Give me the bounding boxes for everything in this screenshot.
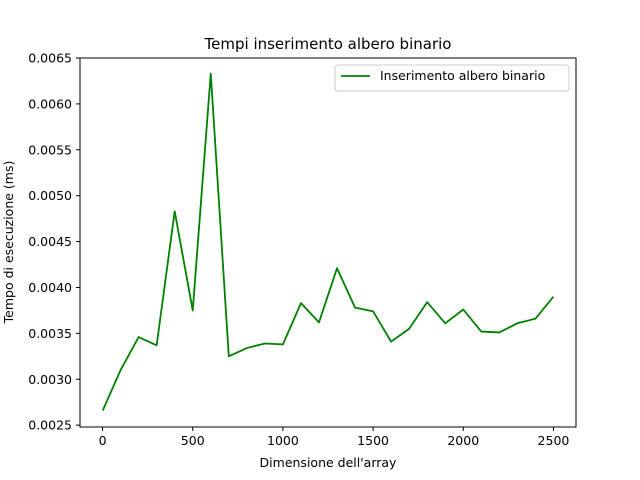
- x-tick-label: 2500: [538, 433, 570, 448]
- x-tick-label: 2000: [447, 433, 479, 448]
- y-tick-label: 0.0030: [28, 372, 72, 387]
- series-line: [101, 72, 555, 411]
- y-tick-label: 0.0045: [28, 234, 72, 249]
- chart-title: Tempi inserimento albero binario: [204, 35, 452, 53]
- y-tick-label: 0.0035: [28, 326, 72, 341]
- x-tick-label: 500: [181, 433, 205, 448]
- x-tick-label: 1000: [267, 433, 299, 448]
- y-tick-label: 0.0065: [28, 51, 72, 66]
- y-tick-label: 0.0025: [28, 418, 72, 433]
- legend-box: [334, 64, 570, 92]
- plot-layer: 0 500 1000 1500 2000 2500 0.0025 0.0030 0.0035 0.…: [28, 51, 569, 449]
- y-tick-label: 0.0055: [28, 142, 72, 157]
- x-tick-label: 0: [99, 433, 107, 448]
- x-axis-label: Dimensione dell'array: [260, 455, 397, 470]
- legend-label: Inserimento albero binario: [380, 68, 545, 83]
- plot-frame: [79, 57, 577, 428]
- x-tick-label: 1500: [357, 433, 389, 448]
- y-tick-label: 0.0060: [28, 96, 72, 111]
- y-tick-label: 0.0050: [28, 188, 72, 203]
- legend: Inserimento albero binario: [334, 64, 570, 92]
- y-axis-label: Tempo di esecuzione (ms): [1, 161, 16, 325]
- y-tick-label: 0.0040: [28, 280, 72, 295]
